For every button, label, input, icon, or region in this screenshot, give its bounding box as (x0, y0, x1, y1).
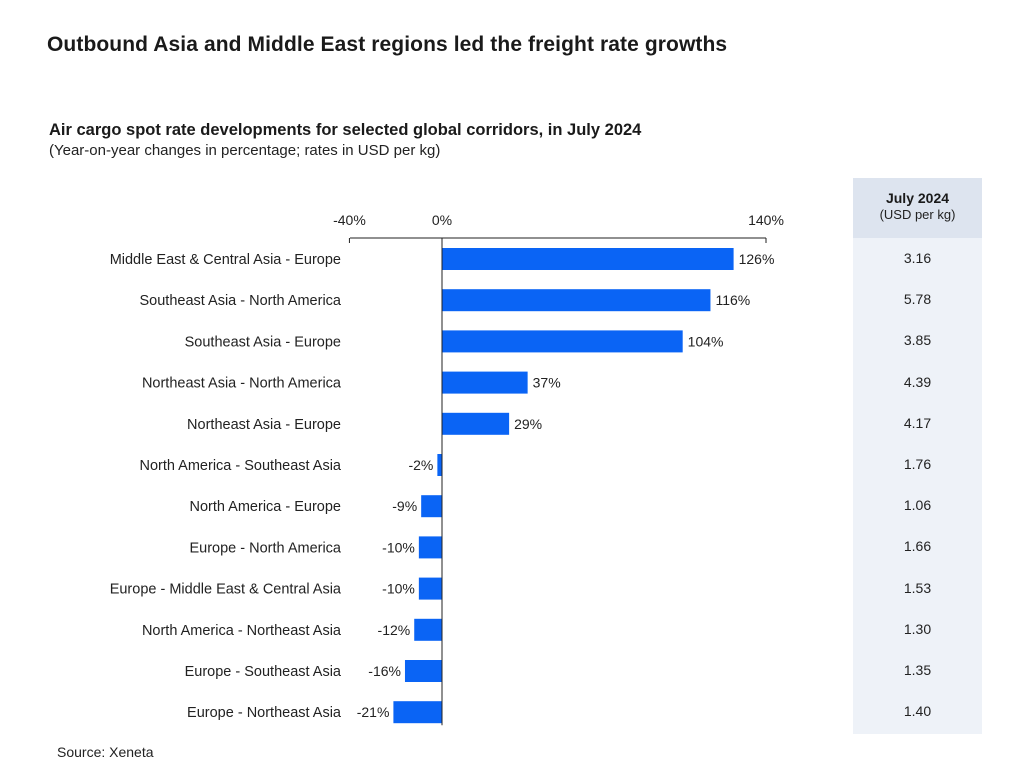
rates-table-header: July 2024 (USD per kg) (853, 178, 982, 238)
rates-table-title: July 2024 (885, 190, 950, 206)
rate-cell: 1.06 (903, 497, 932, 514)
chart-subtitle: (Year-on-year changes in percentage; rat… (49, 142, 441, 159)
bar (404, 660, 442, 682)
category-label: North America - Southeast Asia (140, 458, 342, 474)
category-label: North America - Europe (189, 499, 341, 515)
chart-headline: Outbound Asia and Middle East regions le… (47, 33, 728, 56)
bar (418, 577, 442, 600)
rate-cell: 1.40 (903, 703, 932, 720)
category-label: Europe - Middle East & Central Asia (110, 582, 342, 598)
category-label: Europe - Northeast Asia (187, 705, 342, 721)
category-label: Northeast Asia - Europe (187, 417, 341, 433)
category-label: Europe - Southeast Asia (185, 664, 342, 680)
bar (418, 536, 442, 559)
data-label: 126% (739, 251, 775, 267)
data-label: -12% (378, 622, 411, 638)
category-label: Middle East & Central Asia - Europe (110, 252, 341, 268)
category-label: North America - Northeast Asia (142, 623, 342, 639)
data-label: -16% (368, 663, 401, 679)
data-label: -10% (382, 539, 415, 555)
bar (442, 248, 734, 270)
data-label: -2% (408, 457, 433, 473)
rates-table-unit: (USD per kg) (879, 207, 956, 222)
rate-cell: 5.78 (903, 291, 932, 308)
rate-cell: 3.85 (903, 332, 932, 349)
category-label: Southeast Asia - Europe (185, 334, 341, 350)
rate-cell: 4.39 (903, 373, 932, 390)
bar (414, 618, 442, 641)
bar (437, 454, 442, 476)
x-tick-label: 140% (748, 212, 784, 228)
bar (442, 412, 510, 435)
data-label: 29% (514, 416, 542, 432)
rate-cell: 4.17 (903, 414, 932, 431)
bar (442, 289, 711, 312)
rate-cell: 1.53 (903, 579, 932, 596)
data-label: 37% (533, 375, 561, 391)
source-note: Source: Xeneta (57, 744, 154, 760)
rates-table: July 2024 (USD per kg) 3.16 5.78 3.85 4.39 4… (853, 178, 982, 734)
data-label: 116% (715, 292, 750, 308)
category-label: Southeast Asia - North America (140, 293, 342, 309)
rate-cell: 1.30 (903, 620, 932, 637)
data-label: -21% (357, 704, 390, 720)
rate-cell: 1.66 (903, 538, 932, 555)
data-label: -10% (382, 581, 415, 597)
data-label: -9% (392, 498, 417, 514)
rate-cell: 3.16 (903, 250, 932, 266)
rate-cell: 1.76 (903, 456, 932, 472)
data-label: 104% (688, 333, 724, 349)
bar (442, 330, 683, 353)
x-tick-label: -40% (333, 212, 366, 228)
bar (421, 495, 442, 518)
rate-cell: 1.35 (903, 662, 932, 678)
category-label: Europe - North America (189, 540, 341, 556)
x-tick-label: 0% (432, 212, 452, 228)
bar (442, 371, 528, 394)
category-label: Northeast Asia - North America (142, 376, 342, 392)
chart-title: Air cargo spot rate developments for sel… (49, 121, 642, 139)
bar (393, 701, 442, 724)
